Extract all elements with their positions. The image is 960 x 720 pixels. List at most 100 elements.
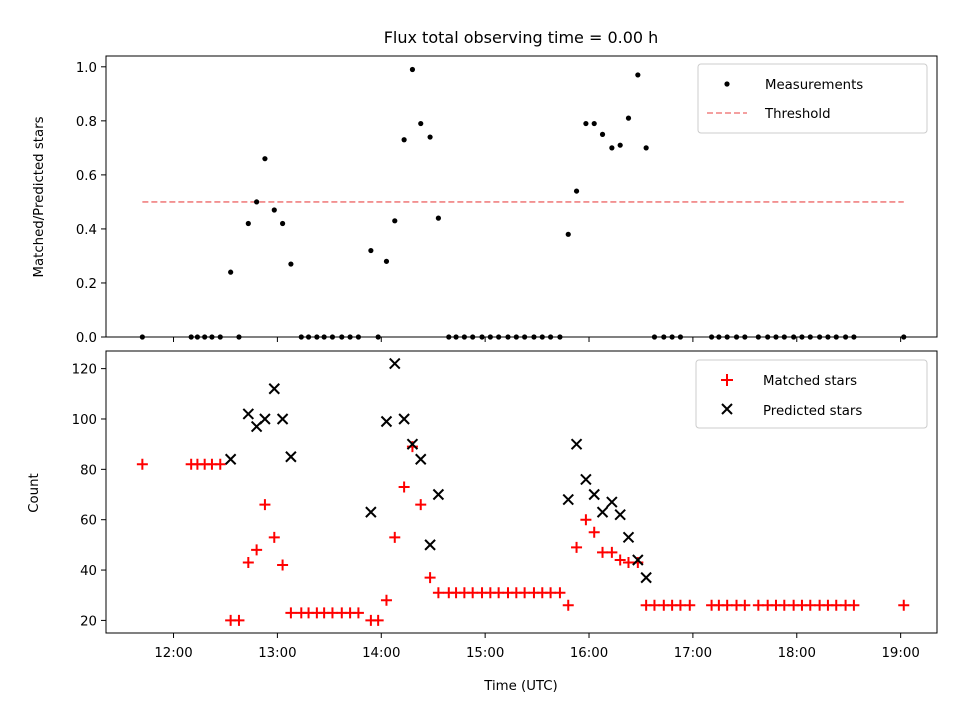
count-y-tick-label: 40 bbox=[80, 564, 97, 579]
measurement-point bbox=[565, 231, 571, 237]
predicted-star-point bbox=[580, 473, 592, 486]
measurement-point bbox=[271, 207, 277, 213]
count-marks bbox=[136, 357, 910, 626]
ratio-y-tick-label: 0.8 bbox=[76, 115, 97, 130]
x-tick-label: 14:00 bbox=[362, 646, 400, 661]
measurement-point bbox=[599, 131, 606, 137]
measurement-point bbox=[254, 199, 260, 205]
measurement-point bbox=[288, 261, 294, 267]
matched-star-point bbox=[277, 559, 289, 571]
matched-star-point bbox=[554, 587, 566, 599]
legend-matched-label: Matched stars bbox=[763, 374, 857, 389]
count-y-tick-label: 120 bbox=[72, 363, 97, 378]
count-y-tick-label: 20 bbox=[80, 614, 97, 629]
measurement-point bbox=[435, 215, 441, 221]
predicted-star-point bbox=[242, 408, 255, 420]
ratio-y-tick-label: 1.0 bbox=[76, 61, 97, 76]
measurement-point bbox=[609, 145, 615, 151]
matched-star-point bbox=[778, 599, 790, 611]
matched-star-point bbox=[352, 607, 364, 619]
predicted-star-point bbox=[389, 357, 401, 370]
predicted-star-point bbox=[596, 506, 609, 518]
measurement-point bbox=[427, 134, 433, 140]
legend-measurements-marker bbox=[724, 81, 730, 87]
matched-star-point bbox=[898, 599, 910, 611]
count-axes-frame bbox=[105, 350, 938, 634]
measurement-point bbox=[583, 120, 589, 127]
predicted-star-point bbox=[398, 413, 410, 425]
x-tick-label: 12:00 bbox=[154, 646, 192, 661]
measurement-point bbox=[383, 258, 390, 264]
predicted-star-point bbox=[276, 413, 289, 425]
legend-matched-marker bbox=[721, 374, 733, 386]
ratio-legend: Measurements Threshold bbox=[697, 63, 928, 134]
predicted-star-point bbox=[622, 531, 635, 544]
measurement-point bbox=[279, 220, 286, 227]
matched-star-point bbox=[259, 499, 271, 511]
measurement-point bbox=[401, 137, 407, 143]
matched-star-point bbox=[519, 587, 531, 599]
predicted-star-point bbox=[606, 496, 618, 508]
matched-star-point bbox=[285, 607, 297, 619]
measurement-point bbox=[245, 220, 251, 227]
x-tick-label: 16:00 bbox=[570, 646, 608, 661]
ratio-axes-frame bbox=[105, 55, 938, 338]
matched-star-point bbox=[242, 557, 254, 568]
matched-star-point bbox=[389, 531, 401, 543]
matched-star-point bbox=[562, 599, 574, 611]
x-tick-label: 13:00 bbox=[258, 646, 296, 661]
matched-star-point bbox=[606, 546, 618, 558]
matched-star-point bbox=[597, 546, 609, 558]
predicted-star-point bbox=[632, 554, 644, 566]
count-y-tick-label: 100 bbox=[72, 413, 97, 428]
predicted-star-point bbox=[432, 488, 445, 501]
matched-star-point bbox=[467, 587, 479, 599]
ratio-x-ticks bbox=[173, 337, 902, 342]
matched-star-point bbox=[622, 557, 634, 568]
ratio-y-tick-label: 0.0 bbox=[76, 331, 97, 346]
matched-star-point bbox=[136, 458, 148, 470]
matched-star-point bbox=[648, 599, 660, 611]
x-axis-label: Time (UTC) bbox=[483, 679, 558, 694]
ratio-y-tick-label: 0.6 bbox=[76, 169, 97, 184]
matched-star-point bbox=[326, 607, 338, 619]
predicted-star-point bbox=[365, 506, 377, 518]
predicted-star-point bbox=[406, 438, 419, 450]
ratio-y-tick-label: 0.4 bbox=[76, 223, 97, 238]
matched-star-point bbox=[721, 599, 733, 611]
matched-star-point bbox=[372, 614, 384, 626]
matched-star-point bbox=[684, 599, 696, 611]
count-y-axis-label: Count bbox=[27, 473, 42, 513]
ratio-y-ticks: 0.0 0.2 0.4 0.6 0.8 1.0 bbox=[76, 61, 106, 346]
matched-star-point bbox=[752, 599, 764, 611]
measurement-point bbox=[262, 156, 268, 162]
matched-star-point bbox=[380, 594, 392, 606]
ratio-y-tick-label: 0.2 bbox=[76, 277, 97, 292]
matched-star-point bbox=[588, 526, 600, 538]
legend-threshold-label: Threshold bbox=[764, 107, 831, 122]
chart-title: Flux total observing time = 0.00 h bbox=[384, 28, 659, 47]
measurement-point bbox=[573, 188, 580, 194]
measurement-point bbox=[368, 247, 374, 254]
predicted-star-point bbox=[424, 539, 436, 551]
matched-star-point bbox=[830, 599, 842, 611]
ratio-legend-box bbox=[697, 63, 928, 134]
matched-star-point bbox=[214, 458, 226, 470]
predicted-star-point bbox=[614, 508, 626, 521]
measurement-point bbox=[591, 120, 597, 127]
measurement-point bbox=[635, 72, 641, 78]
count-y-ticks: 20 40 60 80 100 120 bbox=[72, 363, 106, 629]
predicted-star-point bbox=[259, 413, 271, 425]
measurement-point bbox=[228, 269, 234, 275]
matched-star-point bbox=[424, 572, 436, 584]
matched-star-point bbox=[398, 481, 410, 493]
matched-star-point bbox=[571, 541, 583, 553]
count-panel: 20 40 60 80 100 120 12:00 13:00 14:00 15:00 16:00… bbox=[27, 350, 938, 694]
x-tick-label: 17:00 bbox=[674, 646, 712, 661]
matched-star-point bbox=[674, 599, 686, 611]
matched-star-point bbox=[804, 599, 816, 611]
x-tick-label: 18:00 bbox=[778, 646, 816, 661]
matched-star-point bbox=[432, 587, 444, 599]
ratio-y-axis-label: Matched/Predicted stars bbox=[32, 116, 47, 277]
